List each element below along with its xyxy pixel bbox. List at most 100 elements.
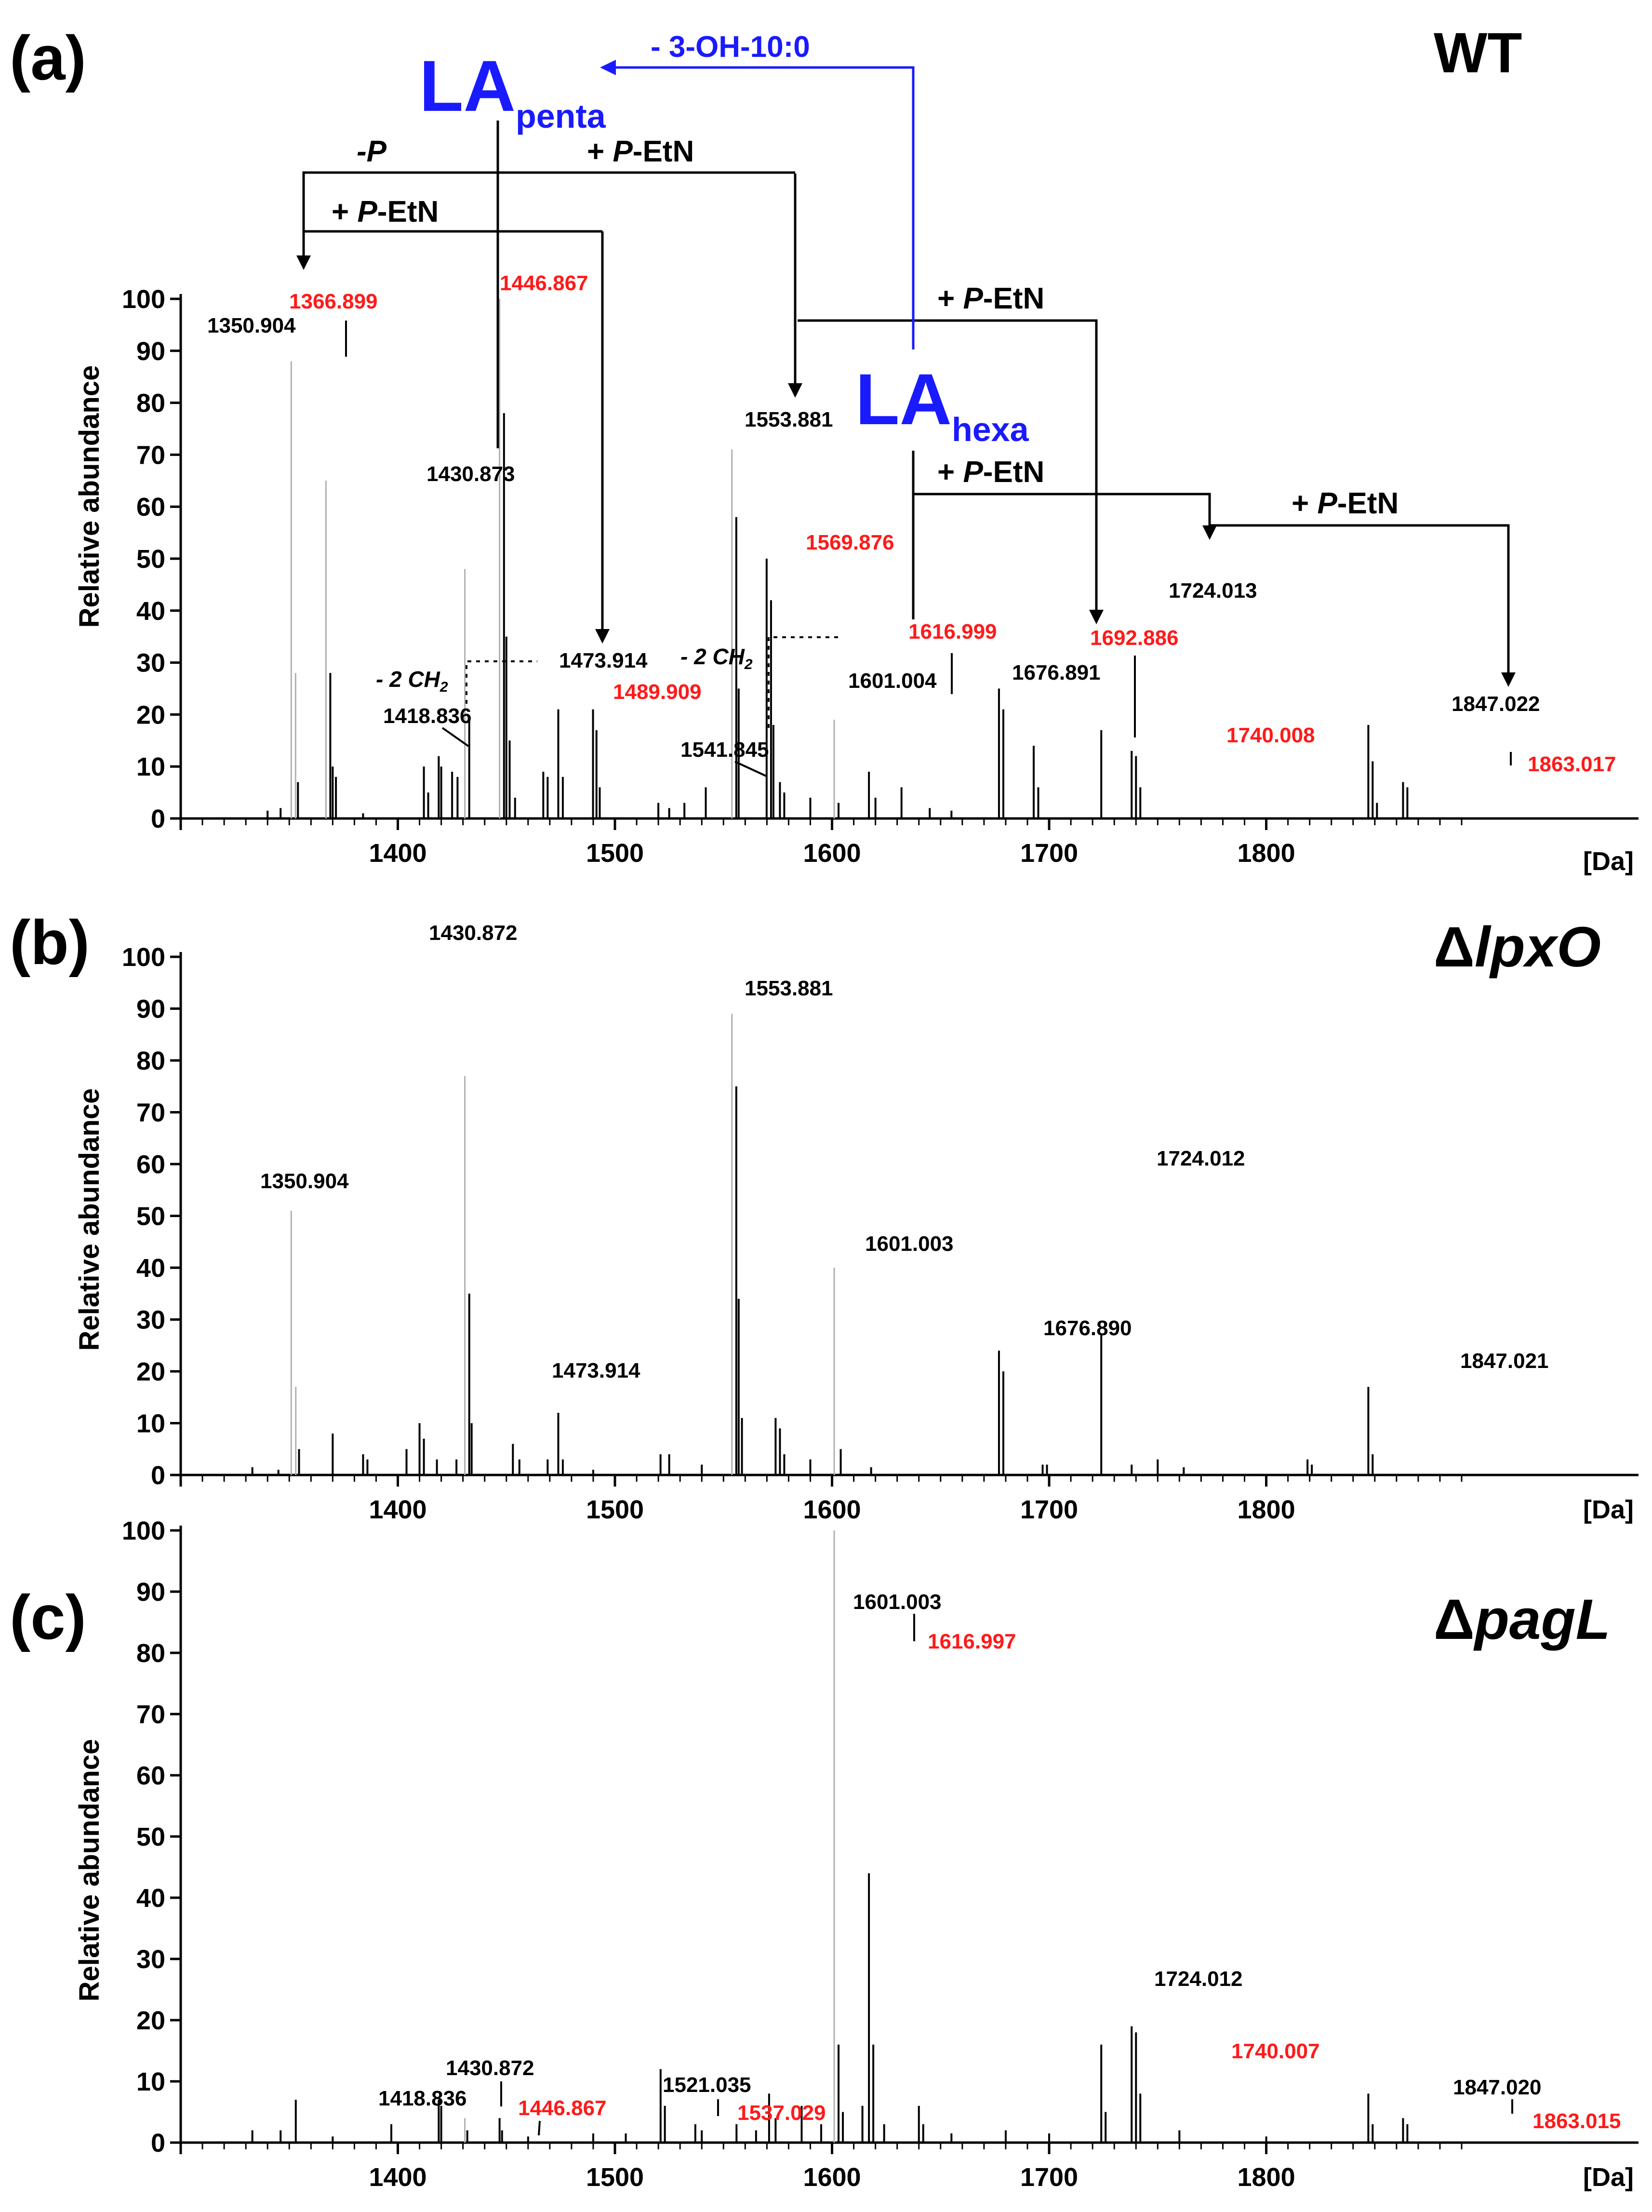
peak-label-1418.836: 1418.836 — [383, 704, 472, 728]
panel-c-y-axis-label: Relative abundance — [74, 1739, 105, 2002]
peak-label-1489.909: 1489.909 — [613, 680, 702, 704]
peak-label-1553.881: 1553.881 — [745, 977, 833, 1000]
panel-a-label: (a) — [10, 23, 86, 93]
y-tick-label: 100 — [122, 285, 165, 314]
y-tick-label: 40 — [136, 597, 165, 626]
peak-label-1724.013: 1724.013 — [1169, 579, 1257, 603]
peak-label-1537.029: 1537.029 — [737, 2101, 826, 2125]
panel-c-leader-lines — [500, 1614, 1513, 2136]
panel-a-peaks — [266, 299, 1409, 818]
peak-label-1676.890: 1676.890 — [1043, 1316, 1132, 1340]
y-tick-label: 10 — [136, 1409, 165, 1438]
peak-label-1541.845: 1541.845 — [680, 738, 769, 762]
y-tick-label: 0 — [151, 2129, 165, 2158]
peak-label-1724.012: 1724.012 — [1157, 1147, 1245, 1170]
annotation-minus-2ch2-2: - 2 CH2 — [680, 644, 753, 672]
x-tick-label: 1400 — [369, 2163, 426, 2192]
y-tick-label: 100 — [122, 943, 165, 972]
annotation-plus-petn-1: + P-EtN — [587, 135, 694, 168]
peak-label-1446.867: 1446.867 — [518, 2096, 607, 2120]
peak-label-1847.020: 1847.020 — [1453, 2076, 1542, 2099]
y-tick-label: 80 — [136, 1639, 165, 1668]
panel-c-peak-labels: 1601.003 1616.997 1724.012 1740.007 1430… — [378, 1590, 1621, 2133]
peak-label-1847.021: 1847.021 — [1460, 1349, 1549, 1373]
x-tick-label: 1500 — [586, 2163, 644, 2192]
panel-b-title: ΔlpxO — [1434, 915, 1601, 979]
panel-a-y-axis-label: Relative abundance — [74, 365, 105, 628]
peak-label-1418.836: 1418.836 — [378, 2087, 467, 2110]
peak-label-1601.003: 1601.003 — [865, 1232, 954, 1256]
peak-label-1569.876: 1569.876 — [806, 531, 894, 554]
y-tick-label: 10 — [136, 752, 165, 781]
y-tick-label: 50 — [136, 1202, 165, 1231]
x-tick-label: 1600 — [803, 1495, 861, 1524]
panel-c-label: (c) — [10, 1582, 86, 1652]
y-tick-label: 60 — [136, 1761, 165, 1790]
peak-label-1692.886: 1692.886 — [1090, 626, 1179, 650]
panel-a-leader-lines — [345, 321, 1512, 777]
peak-label-1473.914: 1473.914 — [552, 1359, 640, 1382]
panel-a-acyl-loss-arrow — [614, 66, 915, 349]
y-tick-label: 60 — [136, 1150, 165, 1179]
y-tick-label: 20 — [136, 700, 165, 729]
peak-label-1430.872: 1430.872 — [429, 921, 518, 945]
x-tick-label: 1700 — [1020, 2163, 1078, 2192]
peak-label-1430.872: 1430.872 — [446, 2056, 534, 2080]
y-tick-label: 90 — [136, 337, 165, 366]
panel-a-blue-arrowhead — [600, 60, 616, 75]
y-tick-label: 80 — [136, 389, 165, 418]
panel-a-x-unit: [Da] — [1583, 847, 1634, 876]
annotation-minus-2ch2-1: - 2 CH2 — [376, 667, 448, 695]
panel-a-arrowheads — [296, 255, 1516, 687]
x-tick-label: 1700 — [1020, 839, 1078, 868]
y-tick-label: 40 — [136, 1884, 165, 1913]
y-tick-label: 80 — [136, 1046, 165, 1075]
y-tick-label: 70 — [136, 1700, 165, 1729]
y-tick-label: 0 — [151, 804, 165, 833]
x-tick-label: 1400 — [369, 839, 426, 868]
x-tick-label: 1500 — [586, 1495, 644, 1524]
panel-a-title: WT — [1434, 21, 1522, 85]
panel-a-fragmentation-brackets — [302, 121, 1510, 672]
y-tick-label: 20 — [136, 2006, 165, 2035]
x-tick-label: 1600 — [803, 839, 861, 868]
panel-b-y-axis-label: Relative abundance — [74, 1088, 105, 1351]
peak-label-1740.008: 1740.008 — [1226, 724, 1315, 747]
peak-label-1863.017: 1863.017 — [1528, 752, 1616, 776]
y-tick-label: 30 — [136, 1945, 165, 1974]
peak-label-1676.891: 1676.891 — [1012, 661, 1101, 684]
peak-label-1366.899: 1366.899 — [289, 290, 378, 313]
peak-label-1601.003: 1601.003 — [853, 1590, 942, 1614]
peak-label-1616.999: 1616.999 — [908, 620, 997, 643]
annotation-minus-p: -P — [357, 135, 387, 168]
panel-a-peak-labels: 1350.904 1366.899 1446.867 1430.873 1418… — [207, 271, 1616, 776]
peak-label-1724.012: 1724.012 — [1154, 1967, 1243, 1991]
peak-label-1740.007: 1740.007 — [1231, 2039, 1320, 2063]
panel-c-title: ΔpagL — [1434, 1588, 1611, 1651]
panel-c-axes: 0 10 20 30 40 50 60 70 80 90 100 1400 1500 1600 1700 18… — [122, 1516, 1639, 2192]
x-tick-label: 1600 — [803, 2163, 861, 2192]
x-tick-label: 1700 — [1020, 1495, 1078, 1524]
panel-b-peak-labels: 1430.872 1553.881 1350.904 1724.012 1601… — [260, 921, 1549, 1382]
peak-label-1350.904: 1350.904 — [207, 314, 296, 337]
annotation-plus-petn-3: + P-EtN — [937, 282, 1044, 315]
panel-c-x-unit: [Da] — [1583, 2163, 1634, 2192]
y-tick-label: 10 — [136, 2067, 165, 2096]
panel-a: (a) WT Relative abundance [Da] 0 10 20 30 40… — [10, 21, 1639, 876]
panel-b: (b) ΔlpxO Relative abundance [Da] 0 10 20 3… — [10, 907, 1639, 1524]
y-tick-label: 50 — [136, 545, 165, 574]
peak-label-1553.881: 1553.881 — [745, 408, 833, 431]
panel-b-label: (b) — [10, 907, 90, 978]
x-tick-label: 1400 — [369, 1495, 426, 1524]
annotation-loss-3-oh-10-0: - 3-OH-10:0 — [651, 30, 810, 64]
annotation-la-hexa: LAhexa — [855, 359, 1029, 448]
x-tick-label: 1800 — [1237, 839, 1295, 868]
y-tick-label: 50 — [136, 1823, 165, 1851]
x-tick-label: 1800 — [1237, 1495, 1295, 1524]
panel-b-peaks — [251, 1014, 1374, 1475]
y-tick-label: 100 — [122, 1516, 165, 1545]
peak-label-1350.904: 1350.904 — [260, 1169, 349, 1193]
y-tick-label: 40 — [136, 1254, 165, 1283]
